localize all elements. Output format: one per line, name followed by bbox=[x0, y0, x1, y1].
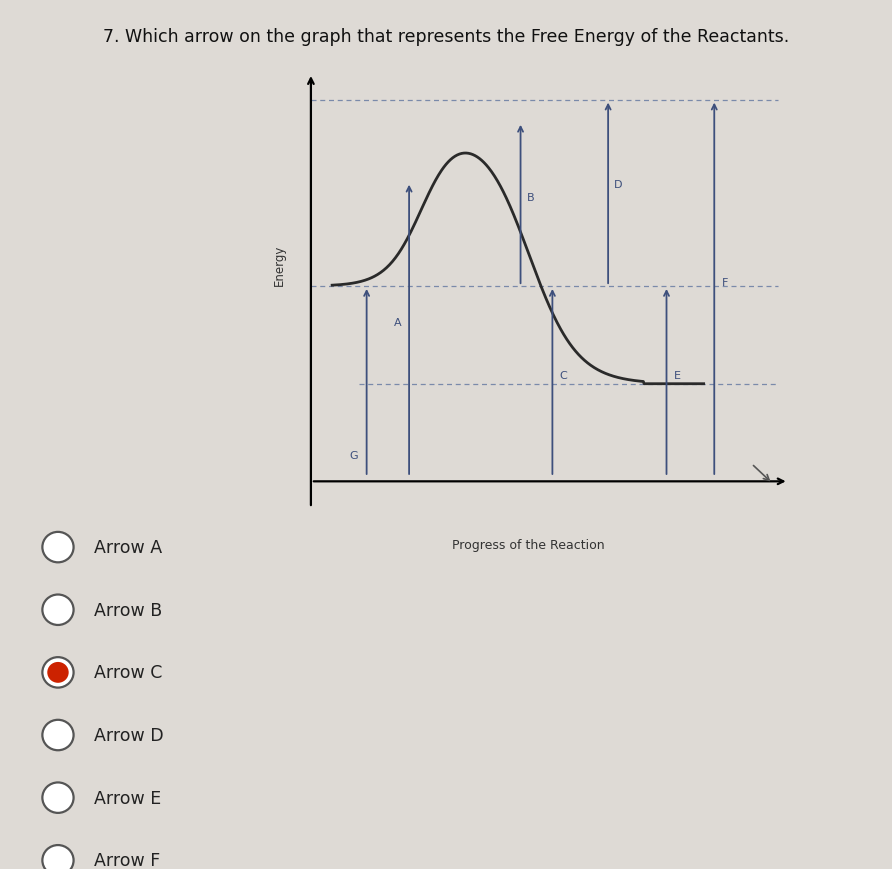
Text: G: G bbox=[349, 450, 358, 461]
Text: Arrow D: Arrow D bbox=[94, 726, 163, 744]
Text: C: C bbox=[559, 370, 567, 381]
Text: F: F bbox=[722, 277, 728, 288]
Text: Arrow B: Arrow B bbox=[94, 601, 162, 619]
Text: 7. Which arrow on the graph that represents the Free Energy of the Reactants.: 7. Which arrow on the graph that represe… bbox=[103, 28, 789, 46]
Text: Energy: Energy bbox=[273, 244, 285, 285]
Text: Progress of the Reaction: Progress of the Reaction bbox=[452, 539, 605, 552]
Text: Arrow C: Arrow C bbox=[94, 664, 162, 681]
Text: Arrow F: Arrow F bbox=[94, 852, 160, 869]
Text: E: E bbox=[673, 370, 681, 381]
Text: Arrow E: Arrow E bbox=[94, 789, 161, 806]
Text: Arrow A: Arrow A bbox=[94, 539, 161, 556]
Text: D: D bbox=[614, 180, 622, 189]
Text: A: A bbox=[393, 317, 401, 328]
Text: B: B bbox=[527, 193, 535, 203]
